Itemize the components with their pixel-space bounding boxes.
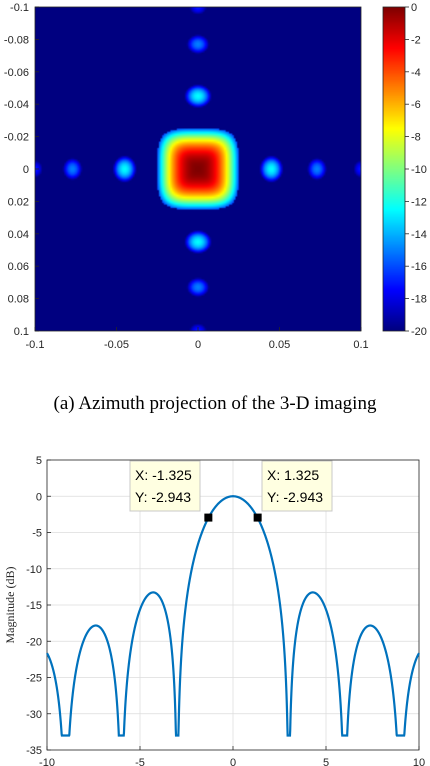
heatmap-x-tick-label: 0.05 xyxy=(269,339,290,351)
line-y-tick-label: -20 xyxy=(26,636,42,648)
colorbar-ticks: 0 -2 -4 -6 -8 -10 -12 -14 -16 -18 -20 xyxy=(405,2,427,338)
colorbar-tick-label: -18 xyxy=(411,294,427,306)
colorbar-tick-label: -10 xyxy=(411,164,427,176)
heatmap-y-tick-label: 0 xyxy=(23,164,29,176)
colorbar-tick-label: -14 xyxy=(411,229,427,241)
line-y-tick-label: -30 xyxy=(26,709,42,721)
magnitude-series-line xyxy=(46,495,420,737)
datatips: X: -1.325 Y: -2.943 X: 1.325 Y: -2.943 xyxy=(129,460,333,522)
datatip-y-text: Y: -2.943 xyxy=(267,489,323,505)
colorbar-tick-label: -8 xyxy=(411,132,421,144)
colorbar-tick-label: -4 xyxy=(411,67,421,79)
line-y-tick-label: -15 xyxy=(26,600,42,612)
line-y-tick-label: -25 xyxy=(26,673,42,685)
colorbar: 0 -2 -4 -6 -8 -10 -12 -14 -16 -18 -20 xyxy=(382,2,427,338)
datatip-y-text: Y: -2.943 xyxy=(135,489,191,505)
line-y-tick-label: -35 xyxy=(26,745,42,757)
line-y-tick-label: 0 xyxy=(36,491,42,503)
datatip-x-text: X: -1.325 xyxy=(135,467,192,483)
heatmap-y-tick-label: 0.02 xyxy=(8,196,29,208)
line-x-tick-label: 0 xyxy=(230,757,236,766)
heatmap-x-tick-label: 0.1 xyxy=(353,339,368,351)
datatip-box xyxy=(261,460,333,512)
figure-caption: (a) Azimuth projection of the 3-D imagin… xyxy=(53,393,377,414)
heatmap-x-tick-label: 0 xyxy=(195,339,201,351)
heatmap-y-tick-label: -0.1 xyxy=(10,2,29,14)
line-x-tick-label: -5 xyxy=(135,757,145,766)
heatmap-y-tick-label: 0.04 xyxy=(8,229,29,241)
heatmap-y-tick-label: -0.06 xyxy=(4,67,29,79)
heatmap-x-tick-label: -0.05 xyxy=(104,339,129,351)
line-x-tick-label: 5 xyxy=(323,757,329,766)
heatmap-y-tick-label: 0.06 xyxy=(8,261,29,273)
heatmap-x-tick-label: -0.1 xyxy=(26,339,45,351)
heatmap-x-axis: -0.1 -0.05 0 0.05 0.1 xyxy=(26,327,369,351)
line-x-tick-label: 10 xyxy=(413,757,425,766)
datatip-marker[interactable] xyxy=(204,513,213,522)
heatmap-y-tick-label: 0.1 xyxy=(14,326,29,338)
line-grid xyxy=(46,459,420,751)
colorbar-tick-label: 0 xyxy=(411,2,417,14)
colorbar-tick-label: -16 xyxy=(411,261,427,273)
heatmap-chart: -0.1 -0.05 0 0.05 0.1 -0.1-0.08-0.06-0.04-0.… xyxy=(4,2,369,351)
heatmap-y-tick-label: -0.02 xyxy=(4,132,29,144)
line-y-tick-label: -5 xyxy=(32,528,42,540)
colorbar-tick-label: -6 xyxy=(411,99,421,111)
datatip-box xyxy=(129,460,201,512)
line-chart: -10 -5 0 5 10 5 0 -5 -10 -15 -20 -25 -30 -35 Magnitu… xyxy=(3,455,425,766)
heatmap-image xyxy=(35,7,361,331)
line-x-axis: -10 -5 0 5 10 xyxy=(39,746,425,766)
datatip-x-text: X: 1.325 xyxy=(267,467,319,483)
line-y-tick-label: 5 xyxy=(36,455,42,467)
colorbar-tick-label: -12 xyxy=(411,196,427,208)
heatmap-y-tick-label: 0.08 xyxy=(8,294,29,306)
line-y-tick-label: -10 xyxy=(26,564,42,576)
colorbar-tick-label: -20 xyxy=(411,326,427,338)
colorbar-tick-label: -2 xyxy=(411,34,421,46)
datatip-marker[interactable] xyxy=(253,513,262,522)
heatmap-y-tick-label: -0.04 xyxy=(4,99,29,111)
line-y-axis: 5 0 -5 -10 -15 -20 -25 -30 -35 xyxy=(26,455,51,757)
y-axis-label: Magnitude (dB) xyxy=(3,567,17,644)
heatmap-y-tick-label: -0.08 xyxy=(4,34,29,46)
line-x-tick-label: -10 xyxy=(39,757,55,766)
heatmap-y-axis: -0.1 -0.08 -0.06 -0.04 -0.02 0 0.02 0.04 0.06 0.0… xyxy=(4,2,39,338)
colorbar-image xyxy=(383,7,405,331)
